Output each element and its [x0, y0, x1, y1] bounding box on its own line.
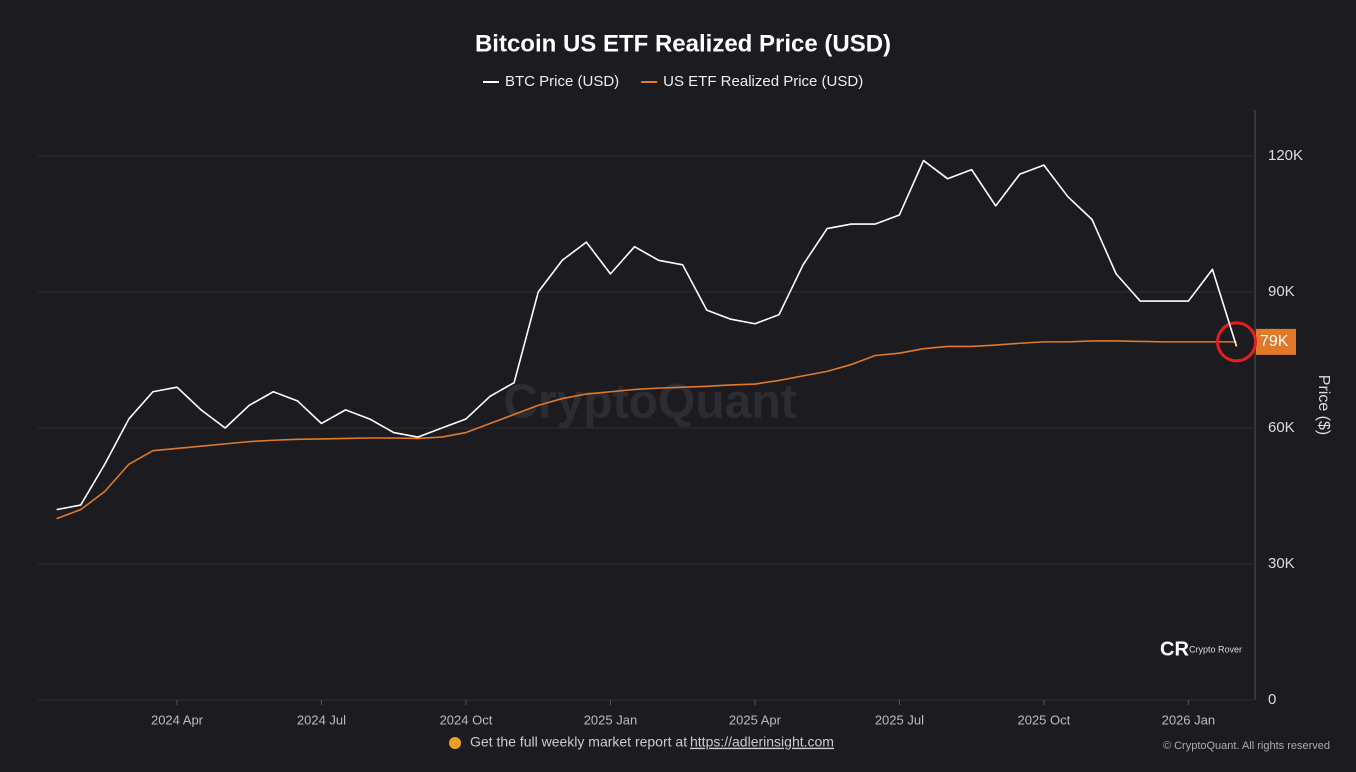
logo-mark: CR [1160, 638, 1189, 660]
x-tick-label: 2026 Jan [1162, 712, 1216, 727]
value-label: 79K [1260, 333, 1289, 350]
x-tick-label: 2024 Oct [440, 712, 493, 727]
x-tick-label: 2025 Jul [875, 712, 924, 727]
y-tick-label: 60K [1268, 419, 1295, 436]
chart-title: Bitcoin US ETF Realized Price (USD) [475, 30, 891, 57]
footer-text: Get the full weekly market report at [470, 734, 687, 750]
footer-link[interactable]: https://adlerinsight.com [690, 734, 834, 750]
y-tick-label: 30K [1268, 555, 1295, 572]
x-tick-label: 2024 Jul [297, 712, 346, 727]
y-tick-label: 90K [1268, 283, 1295, 300]
x-tick-label: 2025 Oct [1017, 712, 1070, 727]
x-tick-label: 2025 Apr [729, 712, 782, 727]
footer-icon [449, 737, 461, 749]
x-tick-label: 2024 Apr [151, 712, 204, 727]
y-tick-label: 0 [1268, 691, 1276, 708]
series-line [56, 340, 1237, 520]
copyright: © CryptoQuant. All rights reserved [1163, 740, 1330, 752]
logo: CR Crypto Rover [1160, 638, 1242, 660]
logo-text: Crypto Rover [1189, 644, 1242, 654]
value-label-box [1256, 328, 1296, 355]
legend-label: US ETF Realized Price (USD) [663, 73, 863, 90]
highlight-circle [1216, 321, 1258, 363]
series-line [56, 159, 1238, 511]
y-tick-label: 120K [1268, 147, 1303, 164]
legend-label: BTC Price (USD) [505, 73, 619, 90]
y-axis-label: Price ($) [1315, 375, 1332, 435]
x-tick-label: 2025 Jan [584, 712, 638, 727]
